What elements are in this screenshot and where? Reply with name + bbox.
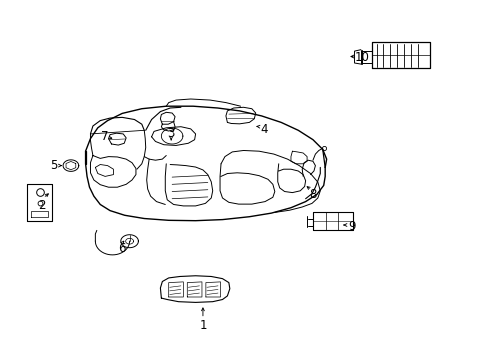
Text: 6: 6 xyxy=(118,242,126,255)
Text: 9: 9 xyxy=(347,220,355,233)
Text: 4: 4 xyxy=(260,123,267,136)
Text: 8: 8 xyxy=(308,188,316,201)
Text: 10: 10 xyxy=(354,51,368,64)
Text: 1: 1 xyxy=(199,319,206,332)
Text: 5: 5 xyxy=(50,159,58,172)
Text: 2: 2 xyxy=(38,199,45,212)
Text: 7: 7 xyxy=(101,130,109,143)
Text: 3: 3 xyxy=(167,127,175,140)
